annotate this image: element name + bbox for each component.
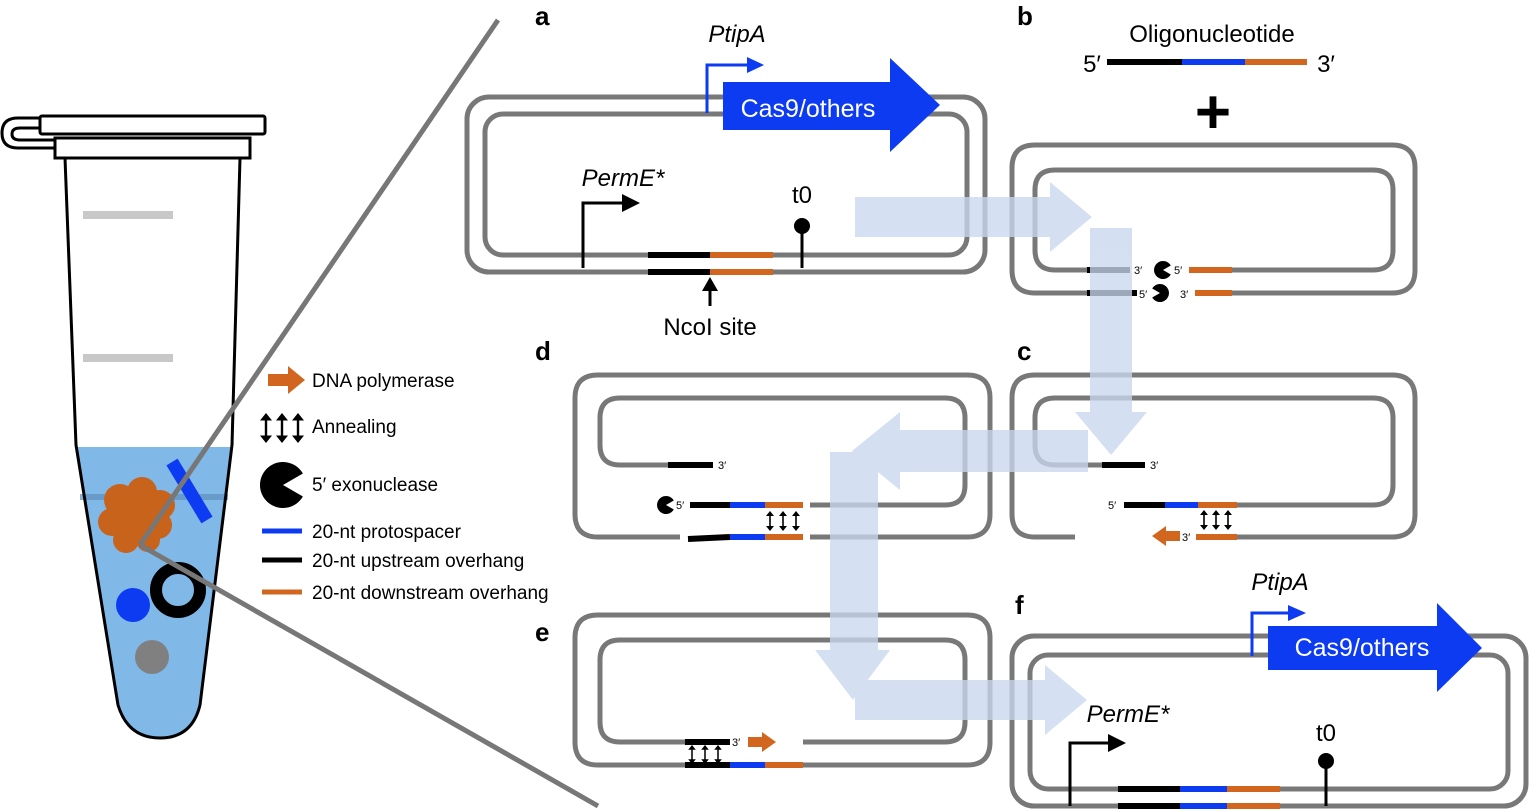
plasmid-e-outer: [572, 612, 993, 768]
plus-sign: +: [1195, 78, 1231, 147]
tube-lid-hinge: [0, 116, 56, 150]
legend-annealing: Annealing: [312, 417, 397, 438]
plasmid-b-outer: [1009, 142, 1418, 296]
terminator-head-a: [794, 218, 810, 234]
perme-label-f: PermE*: [1087, 701, 1170, 728]
three-prime-b2: 3′: [1180, 289, 1188, 301]
cas9-gene-label-f: Cas9/others: [1295, 634, 1430, 662]
cas9-gene-arrow-f: [1268, 603, 1482, 692]
tube: [0, 114, 267, 740]
ptipa-arrowhead-f: [1288, 605, 1306, 621]
legend-protospacer: 20-nt protospacer: [312, 522, 462, 543]
strand-upstream-d: [687, 534, 731, 542]
oligo-five-prime: 5′: [1083, 51, 1101, 78]
legend: DNA polymerase Annealing 5′ exonuclease …: [259, 366, 549, 604]
three-prime-c1: 3′: [1150, 460, 1158, 472]
flow-arrow-d-to-e: [815, 452, 890, 700]
five-prime-c: 5′: [1108, 500, 1116, 512]
dna-polymerase-icon-c: [1152, 526, 1180, 546]
oligo-three-prime: 3′: [1317, 51, 1335, 78]
five-prime-d: 5′: [676, 500, 684, 512]
plasmid-e-inner: [597, 637, 968, 745]
tube-body: [63, 157, 242, 740]
plasmid-c-outer: [1009, 372, 1418, 540]
three-prime-d: 3′: [718, 460, 726, 472]
annealing-icon: [260, 411, 304, 445]
legend-dna-polymerase: DNA polymerase: [312, 371, 455, 392]
three-prime-c2: 3′: [1182, 532, 1190, 544]
exonuclease-icon: [259, 461, 303, 509]
annealing-icon-e: [688, 745, 722, 764]
annealing-icon-d: [766, 510, 800, 532]
exonuclease-icon-b2: [1152, 284, 1169, 303]
ncoi-pointer-head: [702, 277, 718, 291]
gray-particle: [135, 640, 169, 674]
tube-lid-rim: [53, 136, 252, 160]
cas9-gene-label-a: Cas9/others: [741, 95, 876, 123]
plasmid-b-inner: [1032, 167, 1396, 273]
legend-exonuclease: 5′ exonuclease: [312, 475, 438, 496]
cas9-gene-arrow: [723, 58, 940, 152]
panel-letter-e: e: [535, 617, 549, 647]
oligo-title: Oligonucleotide: [1129, 21, 1294, 48]
panel-f: f Cas9/others PtipA PermE* t0: [1009, 569, 1529, 809]
flow-arrow-b-to-c: [1075, 228, 1147, 455]
terminator-label-a: t0: [792, 182, 812, 209]
panel-letter-c: c: [1017, 336, 1031, 366]
cell-cluster: [98, 477, 175, 553]
five-prime-b1: 5′: [1174, 265, 1182, 277]
zoom-line-top: [137, 18, 501, 547]
panel-b: b Oligonucleotide 5′ 3′ + 3′ 5′ 5′ 3′: [1009, 1, 1418, 303]
ptipa-promoter-arrow-f: [1250, 611, 1291, 656]
panel-d: d 3′ 5′: [535, 336, 993, 542]
annealing-icon-c: [1200, 509, 1232, 531]
plasmid-d-outer: [572, 372, 993, 540]
tube-lid-top: [38, 114, 267, 136]
blue-particle: [116, 588, 150, 622]
panel-letter-d: d: [535, 336, 551, 366]
ptipa-promoter-arrow-a: [705, 63, 750, 113]
flow-arrow-c-to-d: [852, 412, 1088, 490]
panel-a: a Cas9/others PtipA PermE* t0 NcoI site: [464, 1, 988, 341]
panel-letter-a: a: [535, 1, 550, 31]
ptipa-arrowhead-a: [747, 57, 764, 73]
dna-polymerase-icon-e: [748, 732, 776, 752]
three-prime-b1: 3′: [1134, 265, 1142, 277]
terminator-head-f: [1318, 753, 1334, 769]
panel-e: e 3′: [535, 612, 993, 768]
panel-letter-f: f: [1015, 590, 1024, 620]
five-prime-b2: 5′: [1139, 289, 1147, 301]
ncoi-site-label: NcoI site: [663, 314, 756, 341]
plasmid-d-inner: [597, 395, 968, 508]
exonuclease-icon-d: [657, 495, 674, 514]
flow-arrows: [815, 182, 1147, 735]
zoom-line-bottom: [138, 542, 600, 809]
three-prime-e: 3′: [732, 737, 740, 749]
ptipa-label-a: PtipA: [708, 21, 765, 48]
dna-polymerase-icon: [268, 366, 305, 394]
perme-label-a: PermE*: [582, 165, 665, 192]
panel-letter-b: b: [1017, 1, 1033, 31]
perme-promoter-arrow-f: [1068, 741, 1111, 806]
oligo-bar: [166, 458, 213, 524]
perme-arrowhead-a: [622, 194, 640, 212]
perme-arrowhead-f: [1108, 734, 1126, 752]
legend-downstream: 20-nt downstream overhang: [312, 583, 549, 604]
perme-promoter-arrow-a: [581, 201, 625, 268]
ptipa-label-f: PtipA: [1251, 569, 1308, 596]
legend-upstream: 20-nt upstream overhang: [312, 551, 524, 572]
flow-arrow-a-to-b: [855, 182, 1092, 252]
exonuclease-icon-b1: [1154, 261, 1171, 279]
flow-arrow-e-to-f: [855, 665, 1087, 735]
terminator-label-f: t0: [1316, 720, 1336, 747]
